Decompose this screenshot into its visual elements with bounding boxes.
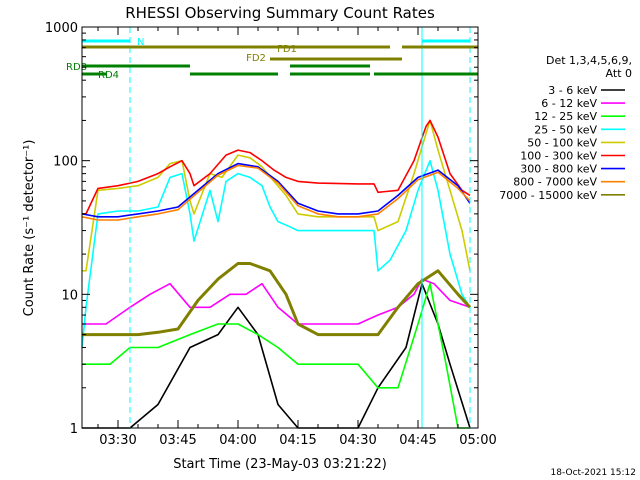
legend-header-line-1: Det 1,3,4,5,6,9, [546, 54, 632, 67]
x-tick-label: 04:15 [279, 433, 316, 448]
legend-label-7: 300 - 800 keV [520, 163, 597, 176]
series-line-9 [82, 262, 472, 337]
series-line-7 [81, 162, 471, 218]
y-axis-label: Count Rate (s⁻¹ detector⁻¹) [22, 140, 37, 317]
plot-layer [81, 119, 472, 429]
span-label-fd1: FD1 [277, 44, 297, 55]
x-axis-label: Start Time (23-May-03 03:21:22) [173, 457, 387, 472]
series-line-4 [81, 159, 471, 348]
x-tick-label: 04:30 [339, 433, 376, 448]
series-line-5 [82, 119, 471, 272]
plot-frame [81, 26, 479, 429]
legend-label-3: 12 - 25 keV [534, 110, 597, 123]
series-line-3 [82, 282, 470, 429]
legend-label-6: 100 - 300 keV [520, 150, 597, 163]
timestamp: 18-Oct-2021 15:12 [551, 468, 636, 478]
legend-label-2: 6 - 12 keV [541, 97, 597, 110]
axes: 03:30 03:45 04:00 04:15 04:30 04:45 05:00 1 10 10… [45, 21, 497, 448]
span-label-rd4: RD4 [98, 70, 119, 81]
legend-label-8: 800 - 7000 keV [513, 176, 597, 189]
x-tick-label: 05:00 [459, 433, 496, 448]
y-tick-label: 100 [53, 155, 78, 170]
legend-label-9: 7000 - 15000 keV [499, 189, 597, 202]
x-tick-label: 03:30 [99, 433, 136, 448]
series-line-8 [81, 164, 471, 221]
y-tick-label: 1 [70, 422, 78, 437]
legend-label-1: 3 - 6 keV [548, 84, 597, 97]
span-label-n: N [137, 37, 144, 48]
legend-label-4: 25 - 50 keV [534, 123, 597, 136]
x-tick-label: 04:00 [219, 433, 256, 448]
x-tick-label: 04:45 [399, 433, 436, 448]
y-tick-label: 1000 [45, 21, 78, 36]
span-label-rd8: RD8 [66, 62, 87, 73]
x-tick-label: 03:45 [159, 433, 196, 448]
legend-header-line-2: Att 0 [606, 67, 632, 80]
y-tick-label: 10 [61, 288, 78, 303]
chart-title: RHESSI Observing Summary Count Rates [125, 4, 435, 22]
series-line-6 [82, 119, 471, 215]
span-label-fd2: FD2 [246, 53, 266, 64]
legend-label-5: 50 - 100 keV [527, 136, 597, 149]
